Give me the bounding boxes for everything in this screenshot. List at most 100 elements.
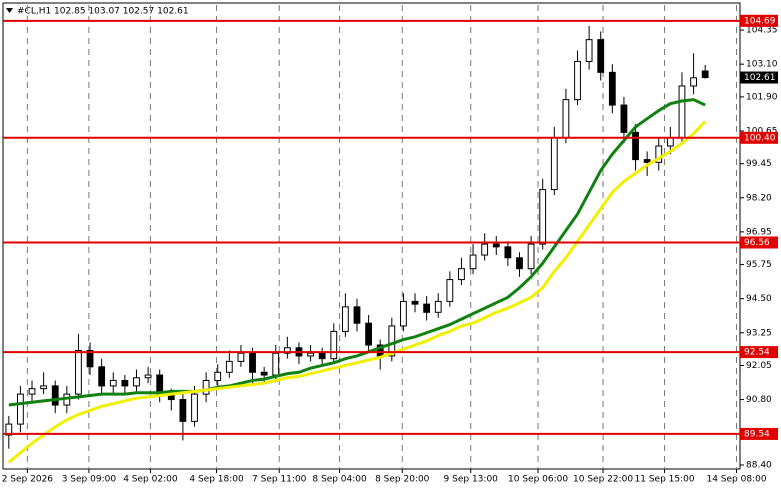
- candle-body: [504, 246, 512, 259]
- x-tick-label: 2 Sep 2026: [2, 475, 54, 485]
- y-tick-label: 101.90: [746, 92, 778, 102]
- candle-body: [492, 243, 500, 248]
- candle-body: [632, 131, 639, 161]
- x-tick-label: 10 Sep 22:00: [573, 475, 633, 485]
- x-tick-label: 9 Sep 13:00: [444, 475, 499, 485]
- candle-body: [353, 306, 361, 324]
- x-tick-label: 8 Sep 20:00: [375, 475, 430, 485]
- candle-body: [643, 159, 651, 163]
- candle-body: [701, 70, 709, 79]
- candle-body: [202, 379, 210, 395]
- moving-average: [7, 120, 707, 464]
- candle-body: [341, 306, 349, 332]
- candle-body: [237, 352, 245, 362]
- candle-body: [446, 279, 454, 302]
- level-label-box: [740, 427, 778, 440]
- moving-average: [8, 98, 706, 407]
- candle-body: [678, 85, 686, 139]
- candle-body: [225, 360, 233, 373]
- candle-body: [411, 300, 419, 305]
- x-tick-label: 3 Sep 09:00: [62, 475, 117, 485]
- candle-body: [469, 254, 477, 270]
- candle-body: [434, 300, 442, 313]
- candle-body: [620, 104, 628, 133]
- y-tick-label: 88.40: [746, 461, 772, 471]
- level-label: 104.69: [744, 16, 776, 26]
- x-tick-label: 8 Sep 04:00: [312, 475, 367, 485]
- y-tick-label: 98.20: [746, 193, 772, 203]
- level-label-box: [740, 236, 778, 249]
- candle-body: [179, 399, 187, 422]
- candle-body: [608, 71, 616, 106]
- candle-body: [214, 371, 222, 381]
- candle-body: [28, 388, 36, 395]
- candle-body: [585, 39, 593, 62]
- candle-body: [562, 99, 570, 139]
- candle-body: [574, 60, 581, 101]
- y-tick-label: 104.35: [746, 26, 778, 36]
- candle-body: [388, 325, 396, 357]
- candle-body: [458, 268, 465, 281]
- candle-body: [191, 393, 198, 422]
- candle-body: [51, 385, 59, 406]
- candle-body: [144, 374, 152, 379]
- candle-body: [249, 352, 256, 373]
- x-tick-label: 4 Sep 18:00: [189, 475, 244, 485]
- candle-body: [597, 39, 605, 73]
- x-tick-label: 4 Sep 02:00: [123, 475, 178, 485]
- y-tick-label: 96.95: [746, 227, 772, 237]
- price-label-box: [740, 71, 778, 84]
- y-tick-label: 99.45: [746, 159, 772, 169]
- y-tick-label: 103.10: [746, 60, 778, 70]
- level-label: 92.54: [744, 348, 770, 358]
- candle-body: [516, 257, 523, 270]
- level-label-box: [740, 131, 778, 144]
- level-label: 96.56: [744, 238, 770, 248]
- candle-body: [40, 385, 48, 390]
- level-label: 89.54: [744, 429, 770, 439]
- candle-body: [481, 243, 489, 256]
- candle-body: [655, 145, 663, 163]
- candle-body: [690, 77, 697, 87]
- candle-body: [133, 377, 140, 387]
- x-tick-label: 10 Sep 06:00: [508, 475, 568, 485]
- candle-body: [75, 349, 82, 395]
- x-tick-label: 7 Sep 11:00: [252, 475, 307, 485]
- y-tick-label: 90.80: [746, 395, 772, 405]
- x-tick-label: 14 Sep 08:00: [706, 475, 766, 485]
- candle-body: [550, 137, 558, 191]
- level-label-box: [740, 14, 778, 27]
- y-tick-label: 92.05: [746, 361, 772, 371]
- y-tick-label: 95.75: [746, 260, 772, 270]
- candle-body: [260, 371, 268, 376]
- candle-body: [121, 379, 129, 387]
- candle-body: [400, 300, 407, 327]
- candle-body: [283, 347, 291, 354]
- level-label: 100.40: [744, 133, 776, 143]
- candle-body: [17, 393, 24, 425]
- candle-body: [330, 330, 338, 360]
- level-label-box: [740, 346, 778, 359]
- price-label: 102.61: [744, 73, 776, 83]
- plot-frame: [2, 2, 741, 470]
- menu-arrow: [6, 8, 13, 13]
- candle-body: [527, 243, 535, 270]
- candle-body: [666, 137, 674, 147]
- candle-body: [423, 303, 431, 313]
- x-tick-label: 11 Sep 15:00: [635, 475, 695, 485]
- candle-body: [318, 352, 326, 360]
- candle-body: [109, 379, 117, 387]
- candle-body: [98, 366, 106, 387]
- candle-body: [539, 189, 547, 245]
- candle-body: [307, 352, 314, 357]
- candle-body: [5, 423, 13, 436]
- y-tick-label: 94.50: [746, 294, 772, 304]
- y-tick-label: 100.65: [746, 126, 778, 136]
- chart-title: #CL,H1 102.85 103.07 102.57 102.61: [17, 7, 189, 17]
- candle-body: [365, 322, 372, 346]
- candle-body: [272, 352, 280, 376]
- candle-body: [86, 349, 94, 368]
